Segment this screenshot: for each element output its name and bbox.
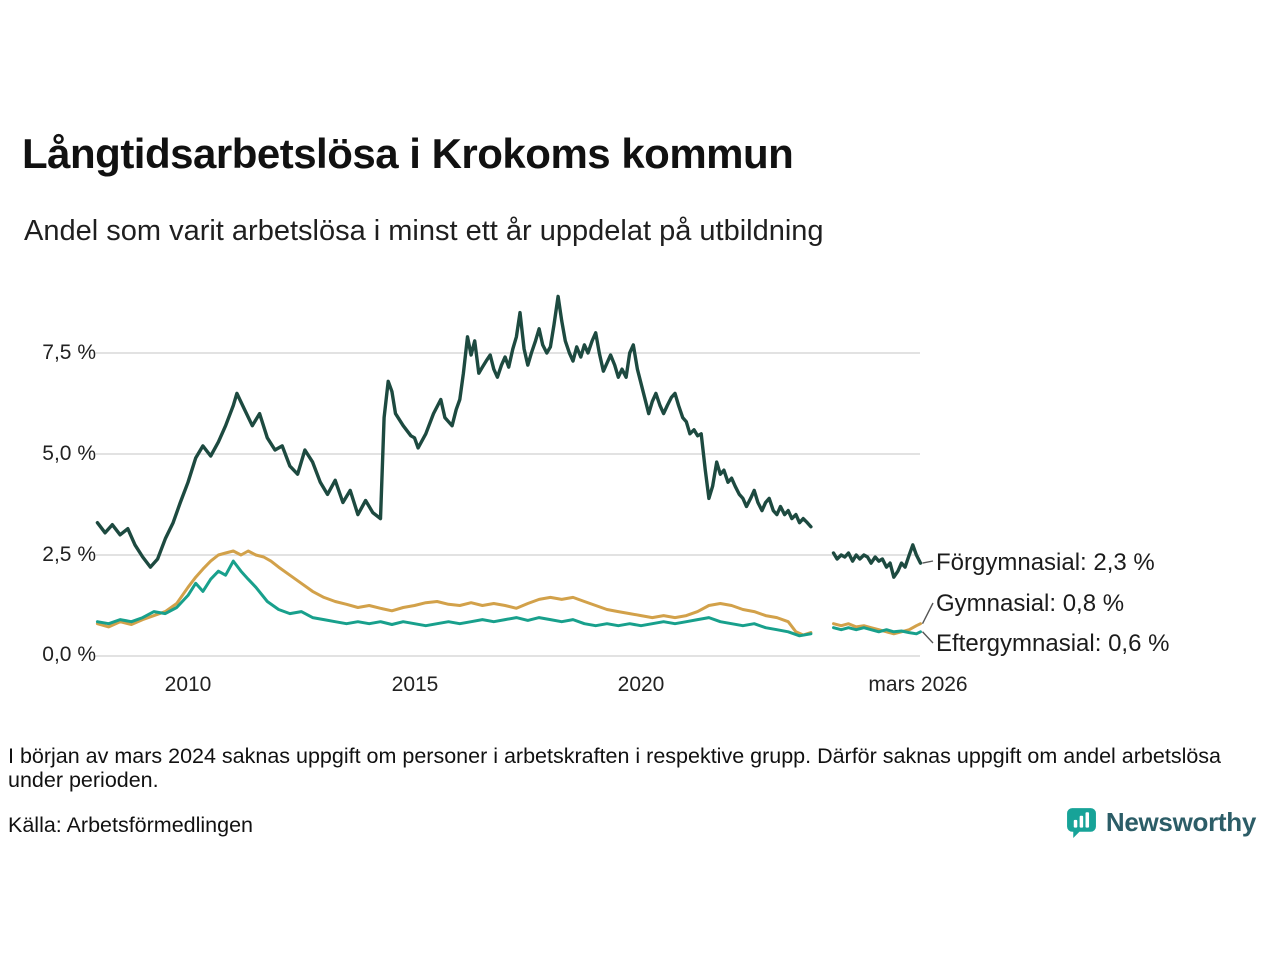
footnote-text: I början av mars 2024 saknas uppgift om … xyxy=(8,744,1222,793)
series-end-label-forgymnasial: Förgymnasial: 2,3 % xyxy=(936,549,1155,576)
newsworthy-icon xyxy=(1065,806,1098,839)
newsworthy-logo: Newsworthy xyxy=(1065,806,1256,839)
x-tick-label-mars-2026: mars 2026 xyxy=(868,673,968,696)
x-tick-label-2015: 2015 xyxy=(391,673,439,696)
label-connector-förgymnasial xyxy=(922,560,934,564)
y-tick-label-0-0: 0,0 % xyxy=(42,643,96,666)
series-line-förgymnasial xyxy=(95,294,923,579)
y-tick-label-2-5: 2,5 % xyxy=(42,543,96,566)
x-tick-label-2020: 2020 xyxy=(617,673,665,696)
page-subtitle: Andel som varit arbetslösa i minst ett å… xyxy=(24,215,824,247)
x-tick-label-2010: 2010 xyxy=(164,673,212,696)
source-text: Källa: Arbetsförmedlingen xyxy=(8,813,254,837)
series-end-label-eftergymnasial: Eftergymnasial: 0,6 % xyxy=(936,630,1170,657)
y-tick-label-5-0: 5,0 % xyxy=(42,442,96,465)
label-connector-gymnasial xyxy=(921,602,934,624)
series-end-label-gymnasial: Gymnasial: 0,8 % xyxy=(936,590,1125,617)
label-connector-eftergymnasial xyxy=(921,631,934,644)
y-tick-label-7-5: 7,5 % xyxy=(42,341,96,364)
series-line-eftergymnasial xyxy=(95,559,922,638)
page-title: Långtidsarbetslösa i Krokoms kommun xyxy=(22,130,794,177)
series-line-gymnasial xyxy=(95,549,922,637)
newsworthy-wordmark: Newsworthy xyxy=(1105,807,1256,837)
